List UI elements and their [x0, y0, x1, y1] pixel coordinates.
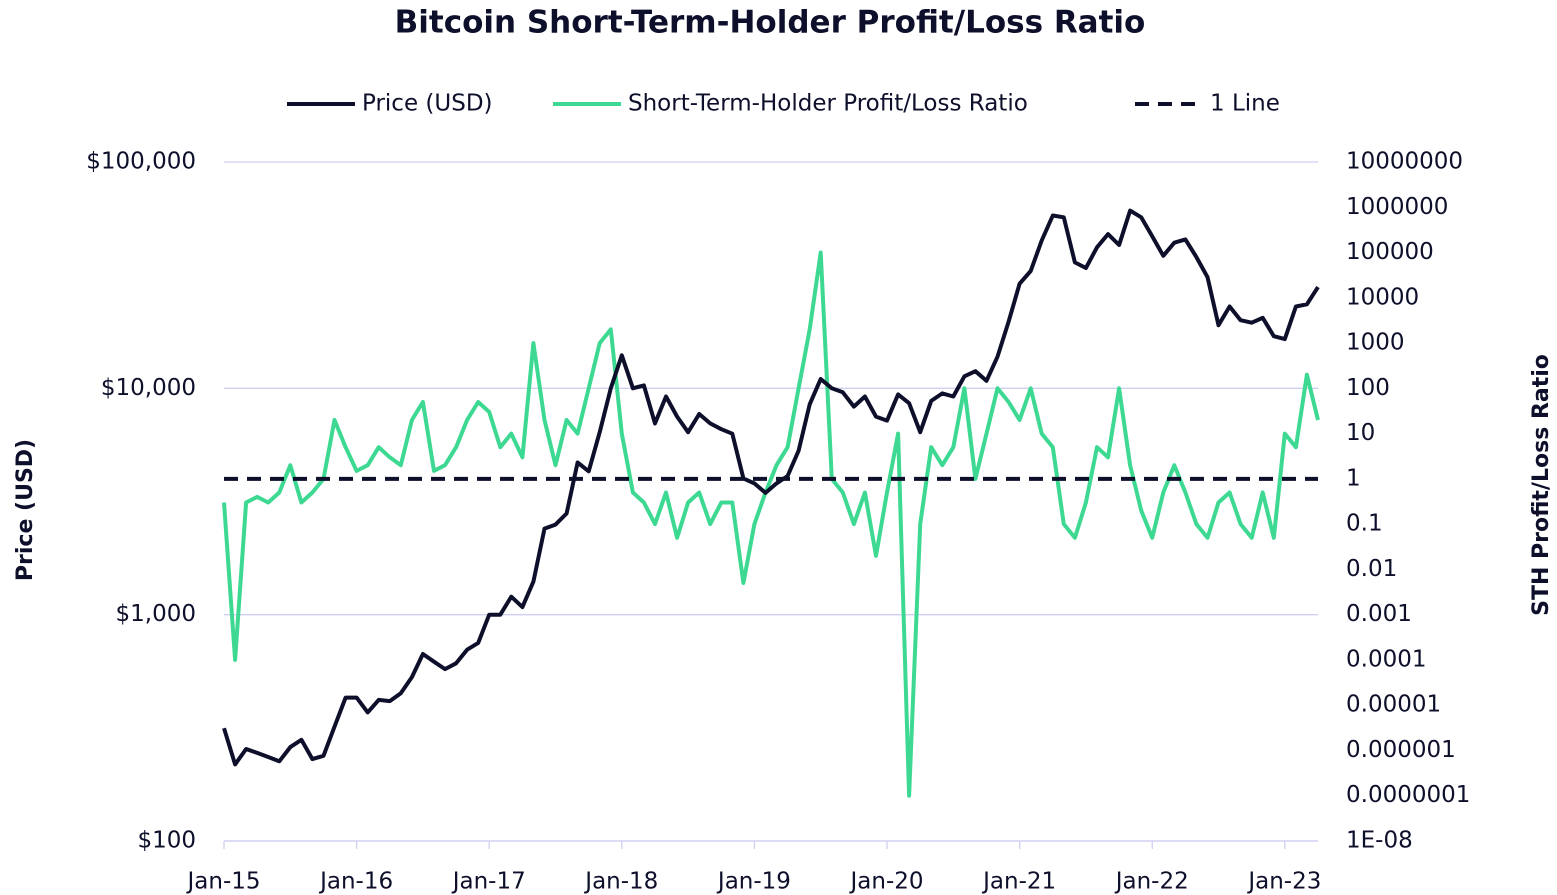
y-tick-label: $1,000 [116, 601, 196, 627]
y-tick-label: $10,000 [101, 375, 196, 401]
x-tick-label: Jan-23 [1246, 869, 1321, 895]
x-tick-label: Jan-15 [185, 869, 260, 895]
y2-tick-label: 0.0000001 [1346, 782, 1470, 808]
series-line [222, 250, 1320, 798]
y2-tick-label: 0.1 [1346, 511, 1383, 537]
y2-tick-label: 10000000 [1346, 149, 1463, 175]
y2-tick-label: 1000 [1346, 330, 1405, 356]
legend-label: Price (USD) [362, 91, 493, 117]
x-tick-label: Jan-18 [583, 869, 658, 895]
y-tick-label: $100,000 [86, 149, 196, 175]
y2-tick-label: 10 [1346, 420, 1375, 446]
y2-tick-label: 0.01 [1346, 556, 1397, 582]
y-axis-title: Price (USD) [13, 439, 38, 581]
y2-tick-label: 1 [1346, 465, 1361, 491]
series-line [222, 208, 1320, 767]
legend-label: 1 Line [1210, 91, 1280, 117]
legend-label: Short-Term-Holder Profit/Loss Ratio [628, 91, 1028, 117]
x-tick-label: Jan-16 [318, 869, 393, 895]
y2-tick-label: 0.000001 [1346, 737, 1456, 763]
y2-tick-label: 0.0001 [1346, 646, 1426, 672]
x-tick-label: Jan-19 [716, 869, 791, 895]
y2-tick-label: 100000 [1346, 239, 1434, 265]
y2-tick-label: 10000 [1346, 284, 1419, 310]
y-tick-label: $100 [137, 828, 196, 854]
chart-title: Bitcoin Short-Term-Holder Profit/Loss Ra… [395, 5, 1146, 41]
x-tick-label: Jan-22 [1114, 869, 1189, 895]
y2-tick-label: 1000000 [1346, 194, 1448, 220]
x-tick-label: Jan-17 [451, 869, 526, 895]
y2-tick-label: 1E-08 [1346, 828, 1413, 854]
x-tick-label: Jan-21 [981, 869, 1056, 895]
y2-tick-label: 100 [1346, 375, 1390, 401]
y2-tick-label: 0.00001 [1346, 692, 1441, 718]
y2-axis-title: STH Profit/Loss Ratio [1529, 354, 1554, 616]
x-tick-label: Jan-20 [849, 869, 924, 895]
y2-tick-label: 0.001 [1346, 601, 1412, 627]
